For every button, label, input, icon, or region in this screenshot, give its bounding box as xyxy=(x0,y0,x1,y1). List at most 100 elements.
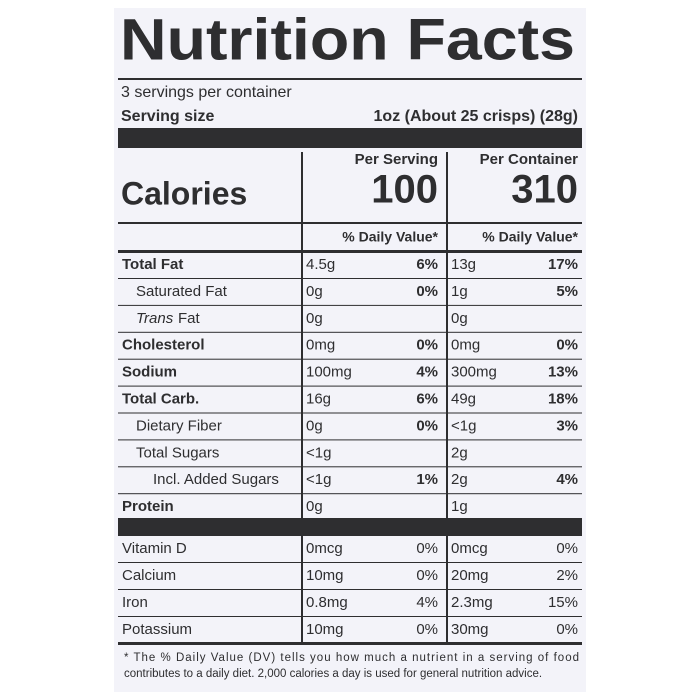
amount: 20mg xyxy=(451,567,489,584)
footnote: contributes to a daily diet. 2,000 calor… xyxy=(124,668,542,680)
amount: 10mg xyxy=(306,567,344,584)
daily-value: 1% xyxy=(416,471,438,488)
calories-value: 100 xyxy=(371,168,438,212)
daily-value: 0% xyxy=(556,621,578,638)
amount: 2g xyxy=(451,444,468,461)
amount: 0g xyxy=(306,417,323,434)
nutrient-name: Potassium xyxy=(122,621,192,638)
column-divider xyxy=(301,152,303,643)
daily-value: 0% xyxy=(556,540,578,557)
dv-heading: % Daily Value* xyxy=(482,229,578,245)
daily-value: 4% xyxy=(416,364,438,381)
amount: 0mg xyxy=(451,337,480,354)
calories-label: Calories xyxy=(121,175,247,211)
amount: 0g xyxy=(306,283,323,300)
daily-value: 0% xyxy=(556,337,578,354)
amount: 2.3mg xyxy=(451,594,493,611)
rule xyxy=(118,222,582,224)
nutrient-name: Total Fat xyxy=(122,256,183,273)
amount: 30mg xyxy=(451,621,489,638)
dv-heading: % Daily Value* xyxy=(342,229,438,245)
row-rule xyxy=(118,589,582,590)
row-rule xyxy=(118,278,582,279)
row-rule xyxy=(118,493,582,495)
daily-value: 6% xyxy=(416,256,438,273)
amount: 0mcg xyxy=(451,540,488,557)
nutrient-name: Iron xyxy=(122,594,148,611)
daily-value: 0% xyxy=(416,567,438,584)
label-background xyxy=(114,8,586,692)
thick-rule xyxy=(118,128,582,148)
daily-value: 18% xyxy=(548,390,578,407)
rule xyxy=(118,78,582,80)
amount: 10mg xyxy=(306,621,344,638)
rule xyxy=(118,250,582,253)
nutrient-italic: Trans xyxy=(136,310,174,327)
row-rule xyxy=(118,385,582,387)
amount: 0mcg xyxy=(306,540,343,557)
rule xyxy=(118,642,582,645)
row-rule xyxy=(118,466,582,468)
amount: 0g xyxy=(451,310,468,327)
nutrient-name: Total Carb. xyxy=(122,390,199,407)
nutrient-name: Sodium xyxy=(122,364,177,381)
daily-value: 0% xyxy=(416,621,438,638)
amount: 300mg xyxy=(451,364,497,381)
column-heading: Per Container xyxy=(480,151,579,168)
amount: 0g xyxy=(306,498,323,515)
serving-size: 1oz (About 25 crisps) (28g) xyxy=(374,108,578,125)
amount: 1g xyxy=(451,283,468,300)
amount: 0g xyxy=(306,310,323,327)
amount: 2g xyxy=(451,471,468,488)
daily-value: 0% xyxy=(416,417,438,434)
nutrient-name: Fat xyxy=(178,310,201,327)
amount: 49g xyxy=(451,390,476,407)
amount: 100mg xyxy=(306,364,352,381)
row-rule xyxy=(118,304,582,306)
amount: 16g xyxy=(306,390,331,407)
amount: <1g xyxy=(306,444,331,461)
nutrient-name: Calcium xyxy=(122,567,176,584)
daily-value: 17% xyxy=(548,256,578,273)
row-rule xyxy=(118,412,582,414)
amount: 13g xyxy=(451,256,476,273)
row-rule xyxy=(118,358,582,360)
daily-value: 0% xyxy=(416,283,438,300)
daily-value: 15% xyxy=(548,594,578,611)
column-heading: Per Serving xyxy=(355,151,438,168)
daily-value: 3% xyxy=(556,417,578,434)
calories-value: 310 xyxy=(511,168,578,212)
daily-value: 2% xyxy=(556,567,578,584)
daily-value: 6% xyxy=(416,390,438,407)
nutrient-name: Dietary Fiber xyxy=(136,417,222,434)
daily-value: 5% xyxy=(556,283,578,300)
nutrient-name: Protein xyxy=(122,498,174,515)
title: Nutrition Facts xyxy=(120,7,575,72)
daily-value: 13% xyxy=(548,364,578,381)
serving-size-label: Serving size xyxy=(121,108,214,125)
nutrient-name: Cholesterol xyxy=(122,337,205,354)
nutrient-name: Saturated Fat xyxy=(136,283,228,300)
thick-rule xyxy=(118,518,582,536)
servings: 3 servings per container xyxy=(121,84,292,101)
nutrient-name: Total Sugars xyxy=(136,444,219,461)
nutrient-name: Incl. Added Sugars xyxy=(153,471,279,488)
footnote: * The % Daily Value (DV) tells you how m… xyxy=(124,652,579,664)
daily-value: 0% xyxy=(416,337,438,354)
daily-value: 4% xyxy=(416,594,438,611)
daily-value: 4% xyxy=(556,471,578,488)
amount: <1g xyxy=(451,417,476,434)
amount: 1g xyxy=(451,498,468,515)
row-rule xyxy=(118,562,582,563)
row-rule xyxy=(118,331,582,333)
nutrient-name: Vitamin D xyxy=(122,540,187,557)
amount: 4.5g xyxy=(306,256,335,273)
row-rule xyxy=(118,439,582,441)
amount: 0mg xyxy=(306,337,335,354)
amount: 0.8mg xyxy=(306,594,348,611)
daily-value: 0% xyxy=(416,540,438,557)
amount: <1g xyxy=(306,471,331,488)
row-rule xyxy=(118,616,582,617)
column-divider xyxy=(446,152,448,643)
